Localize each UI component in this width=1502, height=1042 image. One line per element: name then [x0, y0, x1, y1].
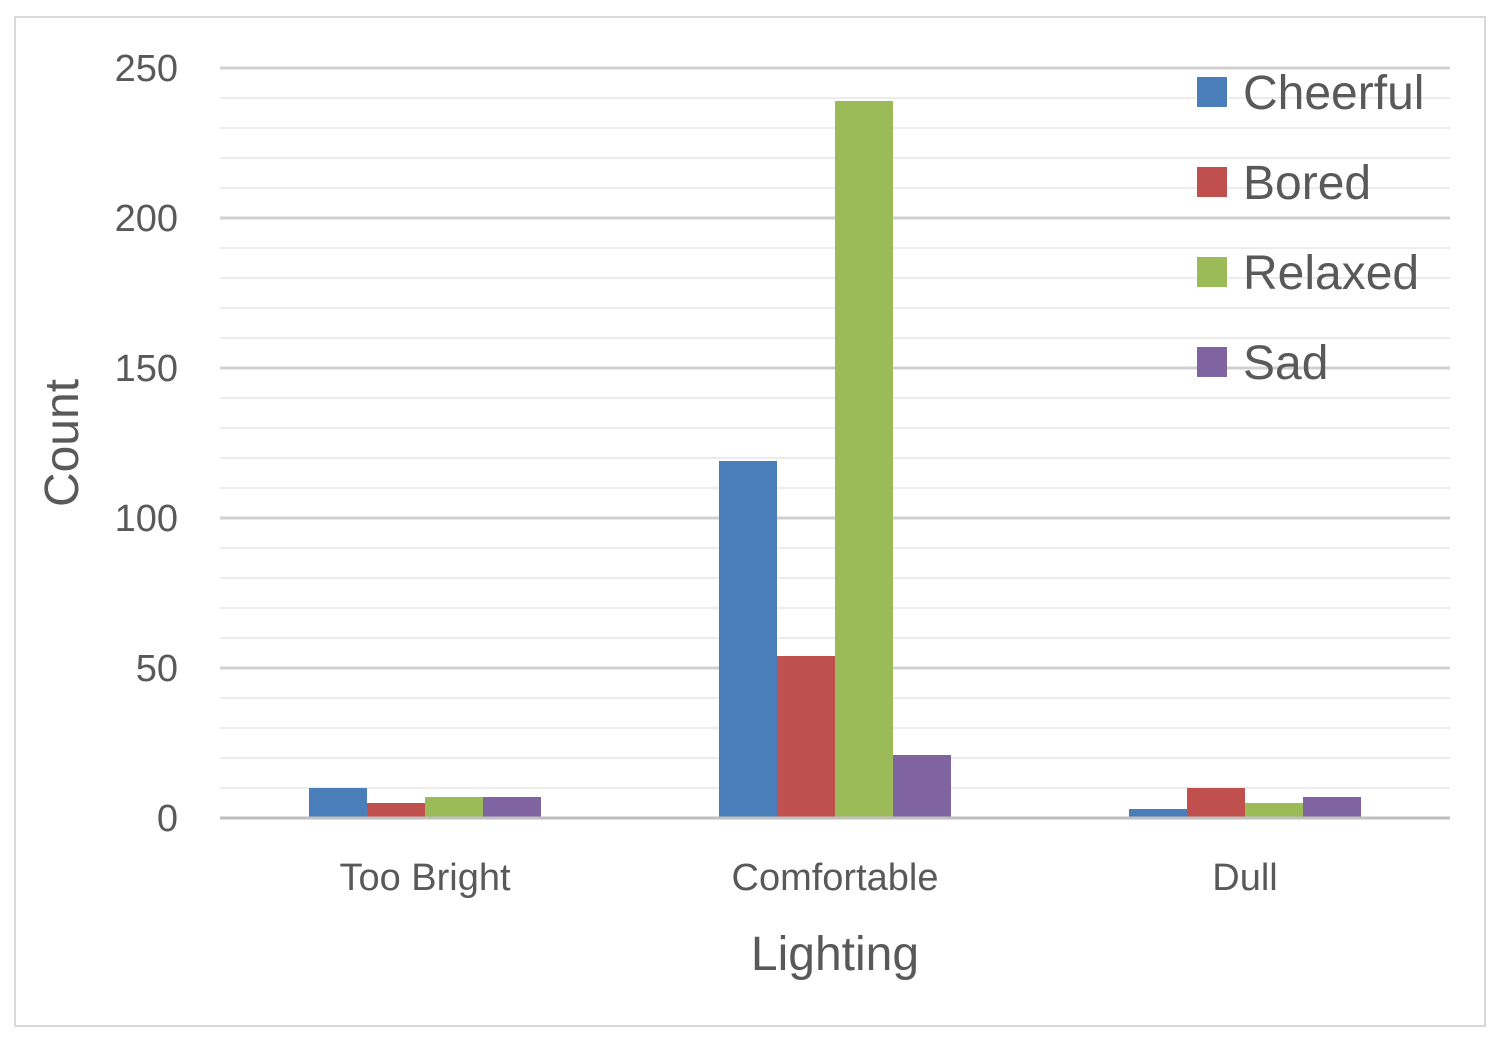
bar-cheerful-comfortable: [719, 461, 777, 818]
x-category-label: Dull: [1212, 857, 1277, 899]
bar-sad-too-bright: [483, 797, 541, 818]
bar-bored-comfortable: [777, 656, 835, 818]
bar-relaxed-too-bright: [425, 797, 483, 818]
y-axis-tick-labels: 0 50 100 150 200 250: [115, 48, 178, 840]
bar-bored-dull: [1187, 788, 1245, 818]
bars: [309, 101, 1361, 818]
legend-swatch-bored: [1197, 167, 1227, 197]
y-tick-label: 50: [136, 648, 178, 690]
y-tick-label: 200: [115, 198, 178, 240]
bar-cheerful-too-bright: [309, 788, 367, 818]
x-axis-category-labels: Too Bright Comfortable Dull: [339, 857, 1277, 899]
bar-relaxed-dull: [1245, 803, 1303, 818]
legend: Cheerful Bored Relaxed Sad: [1197, 67, 1424, 390]
bar-bored-too-bright: [367, 803, 425, 818]
legend-swatch-sad: [1197, 347, 1227, 377]
y-tick-label: 100: [115, 498, 178, 540]
bar-sad-dull: [1303, 797, 1361, 818]
y-tick-label: 250: [115, 48, 178, 90]
y-axis-title: Count: [36, 379, 89, 507]
legend-swatch-relaxed: [1197, 257, 1227, 287]
bar-cheerful-dull: [1129, 809, 1187, 818]
legend-label-sad: Sad: [1243, 337, 1328, 390]
legend-label-bored: Bored: [1243, 157, 1371, 210]
legend-label-relaxed: Relaxed: [1243, 247, 1419, 300]
bar-relaxed-comfortable: [835, 101, 893, 818]
x-category-label: Too Bright: [339, 857, 511, 899]
y-tick-label: 0: [157, 798, 178, 840]
bar-sad-comfortable: [893, 755, 951, 818]
legend-label-cheerful: Cheerful: [1243, 67, 1424, 120]
y-tick-label: 150: [115, 348, 178, 390]
x-axis-title: Lighting: [751, 928, 919, 981]
legend-swatch-cheerful: [1197, 77, 1227, 107]
x-category-label: Comfortable: [732, 857, 939, 899]
